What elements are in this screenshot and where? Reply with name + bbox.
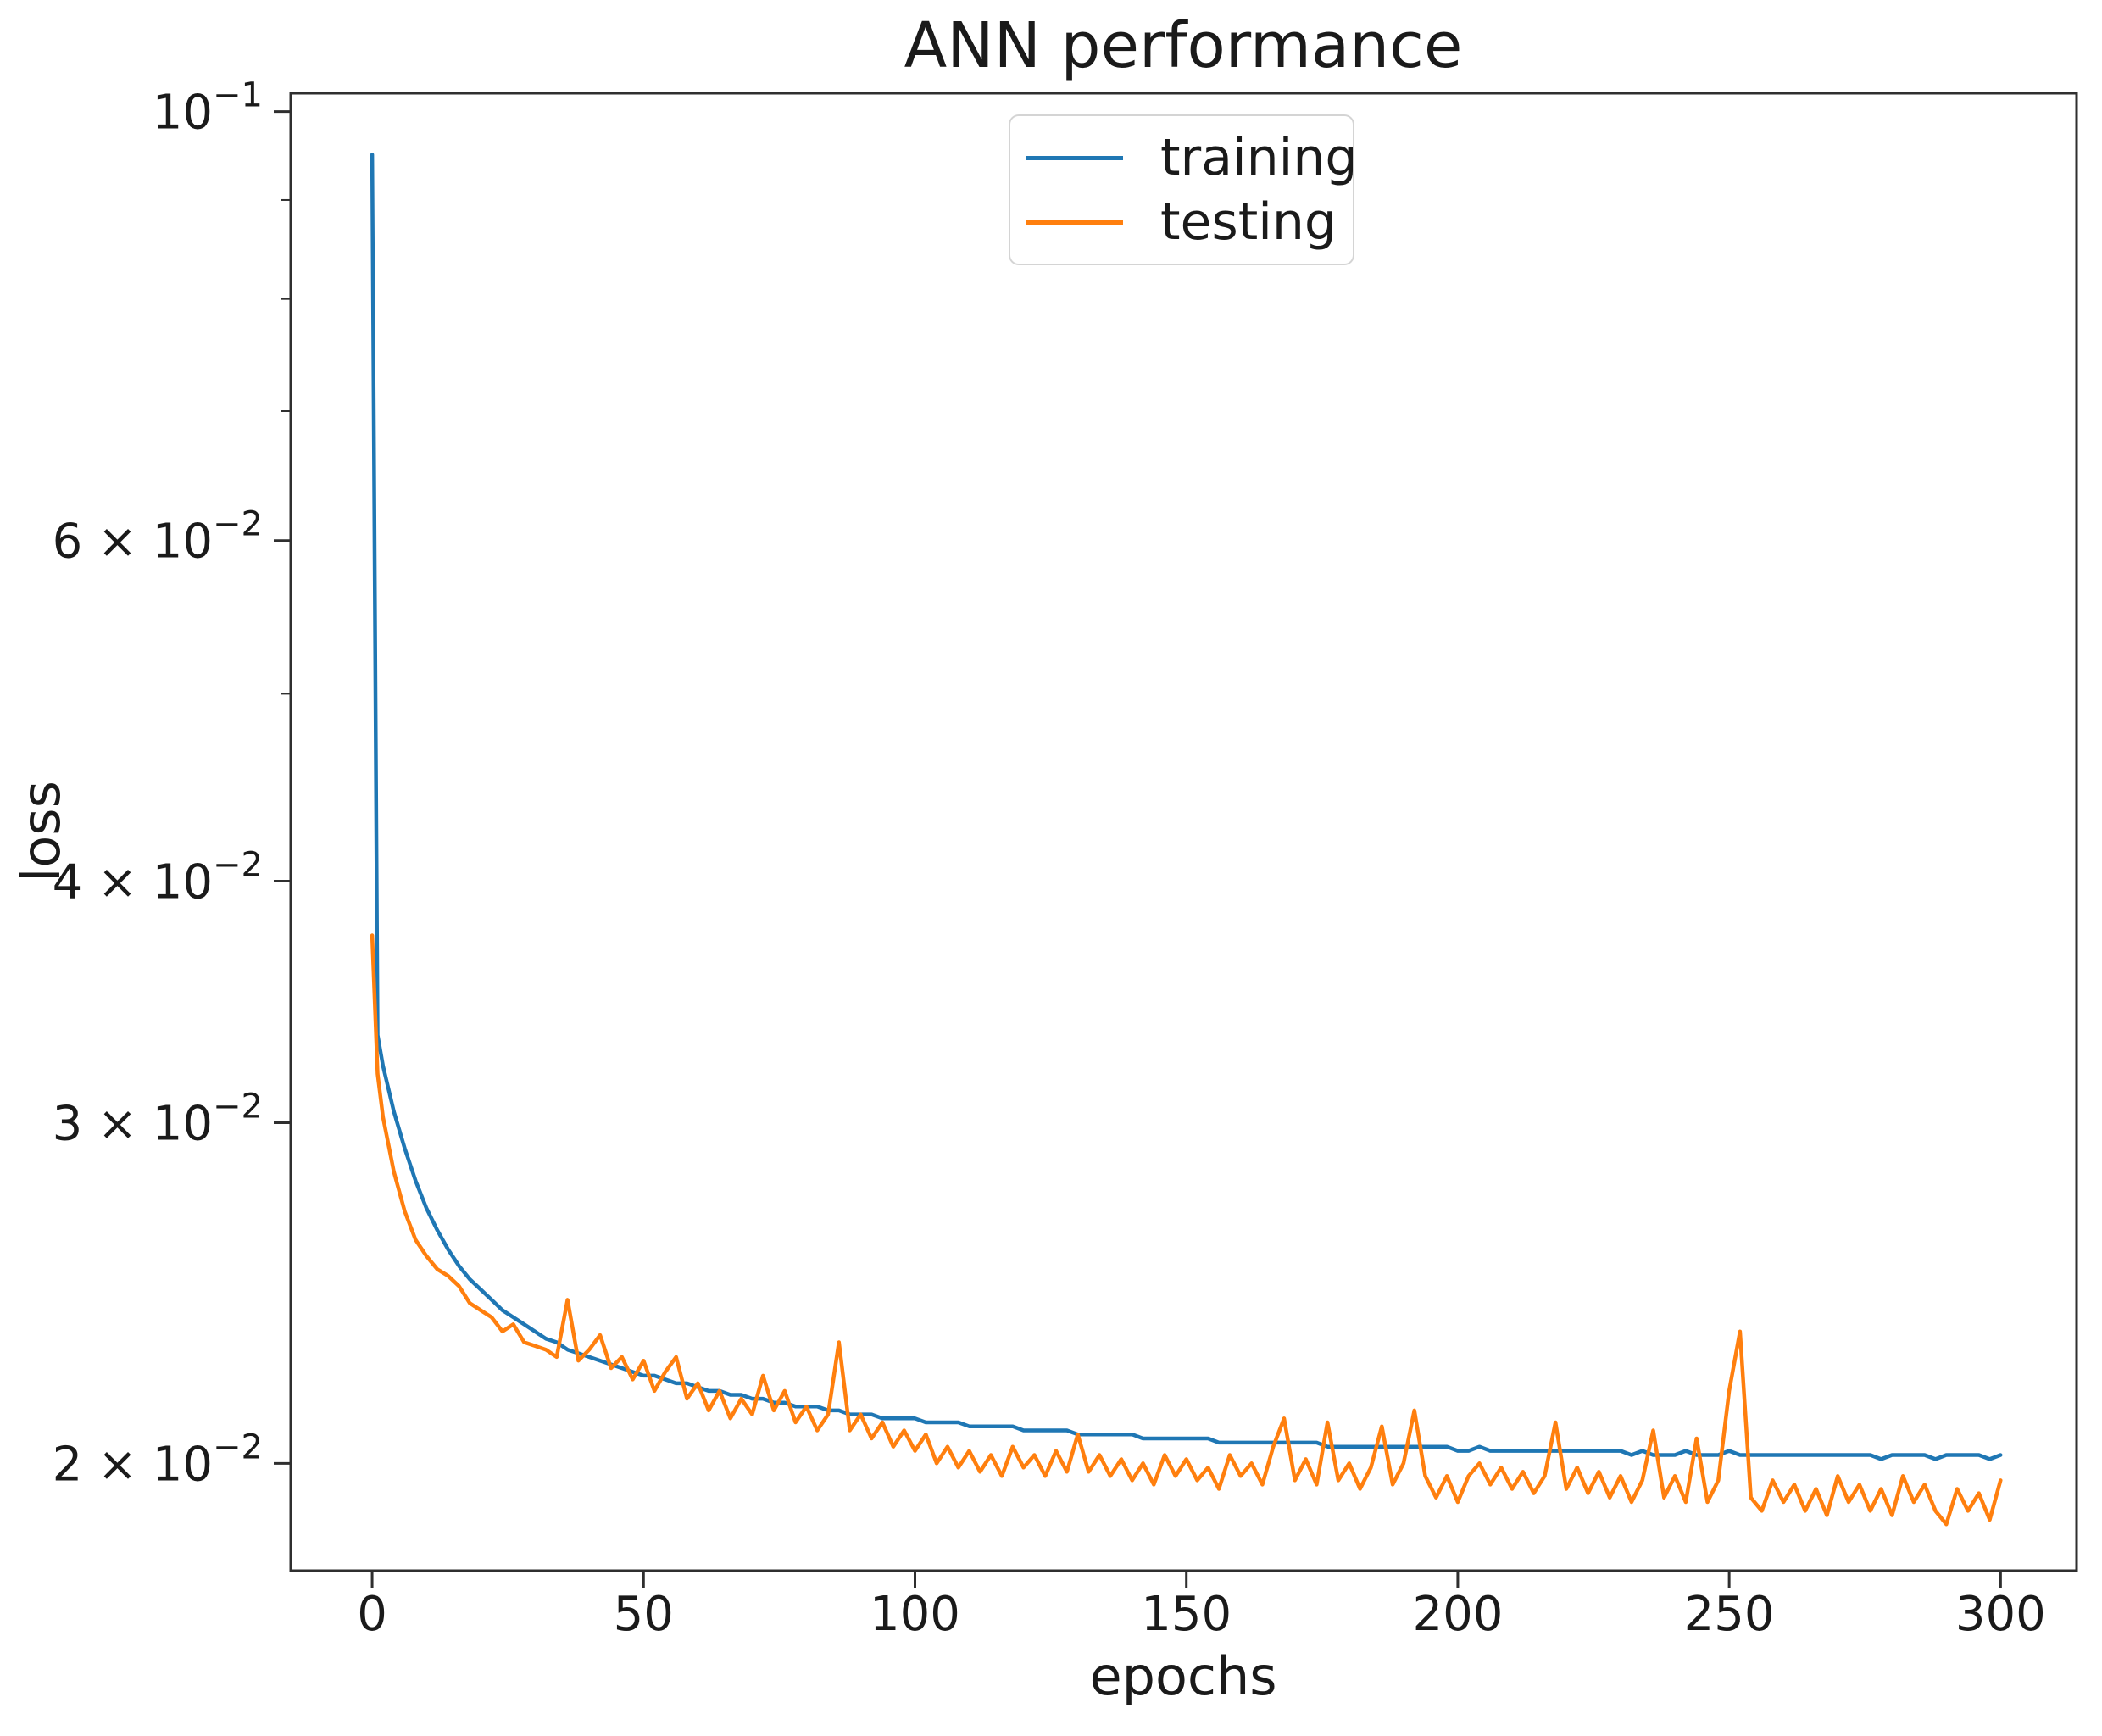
legend-label-testing: testing xyxy=(1160,192,1337,252)
testing-line-swatch xyxy=(1026,220,1123,225)
testing-line xyxy=(370,933,2003,1527)
axes-frame xyxy=(289,92,2078,1572)
x-tick-label: 300 xyxy=(1955,1587,2046,1642)
y-tick-label: 2 × 10−2 xyxy=(53,1427,263,1492)
x-axis-ticks: 0 50 100 150 200 250 300 xyxy=(357,1571,2046,1642)
x-tick-label: 150 xyxy=(1141,1587,1232,1642)
x-tick-label: 250 xyxy=(1684,1587,1775,1642)
legend: training testing xyxy=(1009,114,1357,265)
y-axis-ticks: 10−1 6 × 10−2 4 × 10−2 3 × 10−2 2 × 10−2 xyxy=(53,76,291,1492)
x-tick-label: 0 xyxy=(357,1587,387,1642)
legend-label-training: training xyxy=(1160,128,1358,187)
x-axis-label: epochs xyxy=(1089,1645,1277,1707)
legend-item-testing: testing xyxy=(1010,194,1353,250)
x-tick-label: 200 xyxy=(1412,1587,1503,1642)
y-axis-label: loss xyxy=(9,781,72,882)
y-tick-label: 3 × 10−2 xyxy=(53,1088,263,1152)
training-line-swatch xyxy=(1026,155,1123,160)
legend-item-training: training xyxy=(1010,130,1357,186)
y-tick-label: 10−1 xyxy=(153,76,263,141)
y-tick-label: 4 × 10−2 xyxy=(53,846,263,910)
x-tick-label: 50 xyxy=(614,1587,674,1642)
chart-title: ANN performance xyxy=(904,9,1463,82)
y-tick-label: 6 × 10−2 xyxy=(53,505,263,570)
training-line xyxy=(370,153,2003,1461)
x-tick-label: 100 xyxy=(870,1587,960,1642)
